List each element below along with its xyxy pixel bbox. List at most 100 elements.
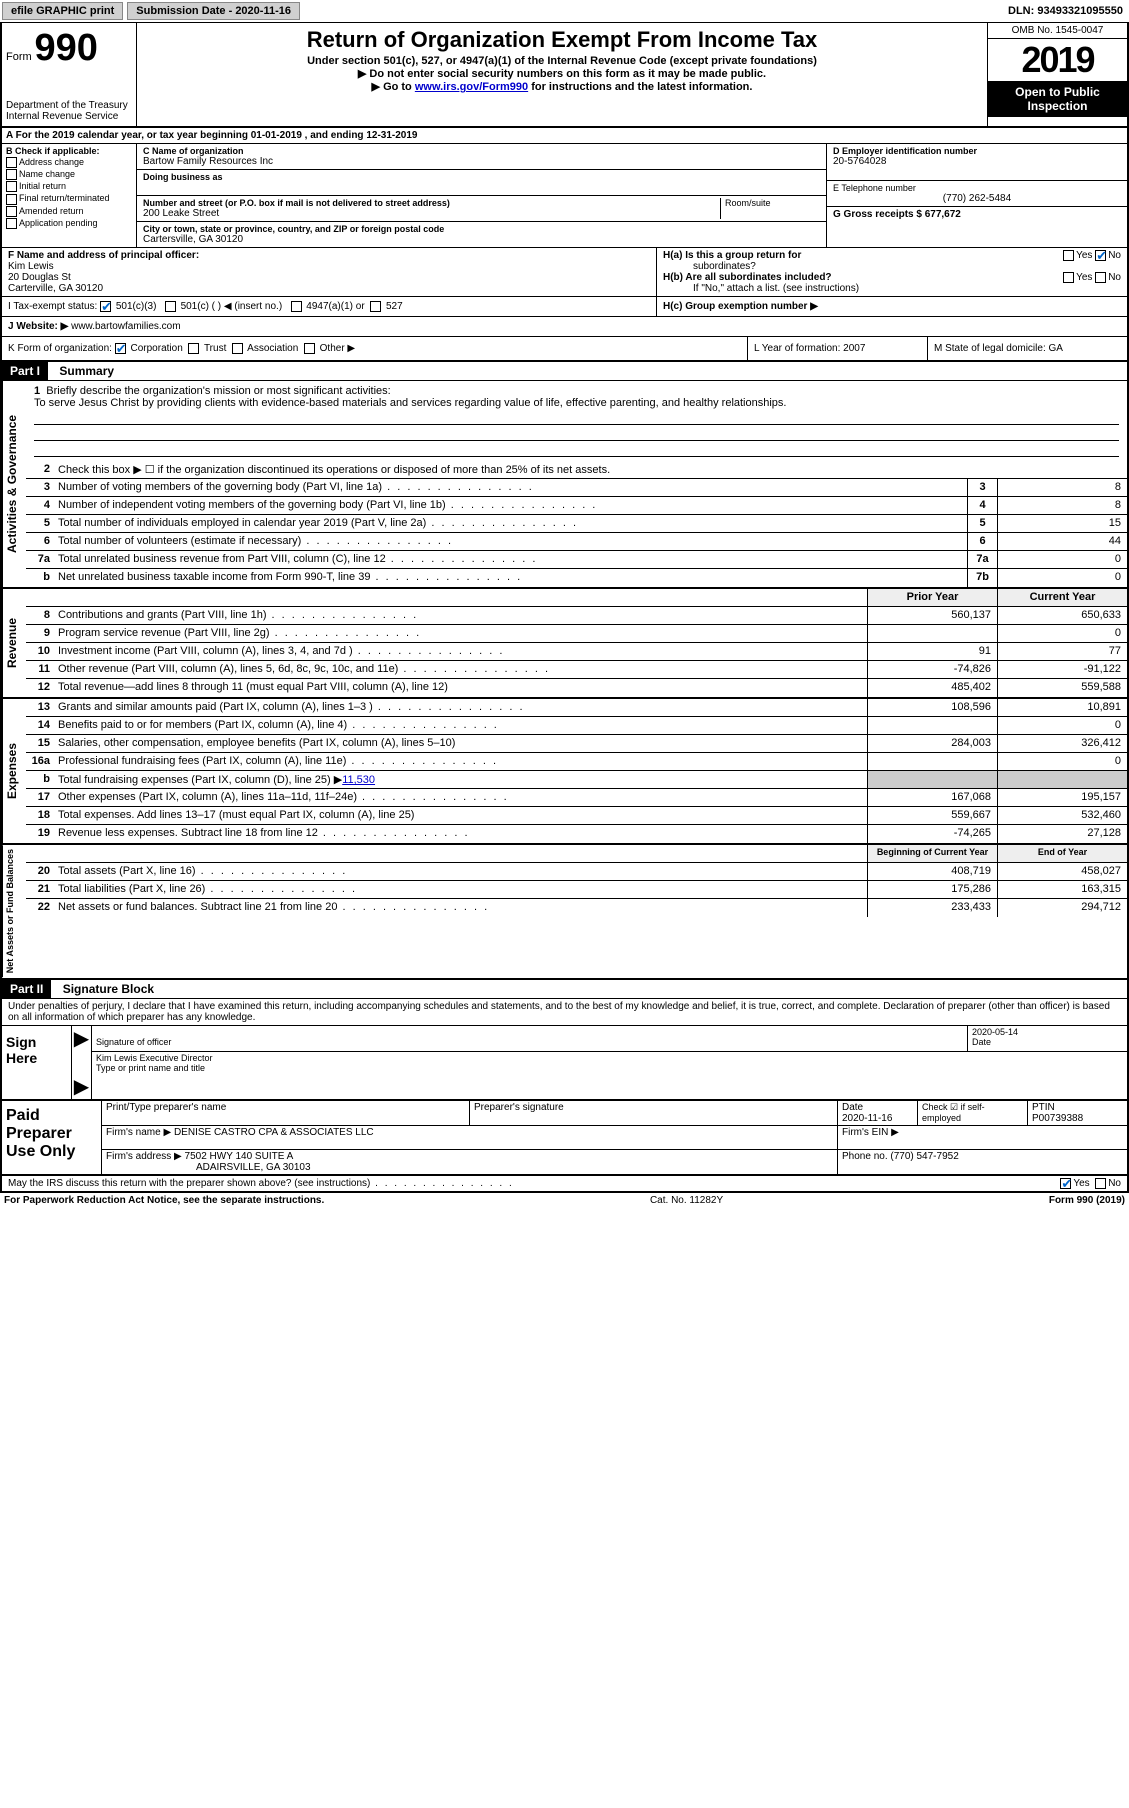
chk-527[interactable] xyxy=(370,301,381,312)
officer-name: Kim Lewis xyxy=(8,261,650,272)
form-header: Form 990 Department of the Treasury Inte… xyxy=(0,23,1129,128)
c10: 77 xyxy=(997,643,1127,660)
c13: 10,891 xyxy=(997,699,1127,716)
type-name-label: Type or print name and title xyxy=(96,1063,205,1073)
check-self[interactable]: Check ☑ if self-employed xyxy=(922,1102,985,1123)
k-assoc: Association xyxy=(247,343,298,354)
part1-title-text: Summary xyxy=(51,364,114,378)
c12: 559,588 xyxy=(997,679,1127,697)
officer-addr1: 20 Douglas St xyxy=(8,272,650,283)
hb-no[interactable]: No xyxy=(1108,272,1121,283)
firm-addr-label: Firm's address ▶ xyxy=(106,1151,182,1162)
pra-notice: For Paperwork Reduction Act Notice, see … xyxy=(4,1195,324,1206)
irs-link[interactable]: www.irs.gov/Form990 xyxy=(415,81,528,93)
page-footer: For Paperwork Reduction Act Notice, see … xyxy=(0,1193,1129,1208)
ha-sub: subordinates? xyxy=(693,261,756,272)
ha-yes[interactable]: Yes xyxy=(1076,250,1092,261)
note2-prefix: ▶ Go to xyxy=(372,81,415,93)
preparer-block: Paid Preparer Use Only Print/Type prepar… xyxy=(0,1101,1129,1176)
chk-trust[interactable] xyxy=(188,343,199,354)
street-label: Number and street (or P.O. box if mail i… xyxy=(143,198,720,208)
line-a: A For the 2019 calendar year, or tax yea… xyxy=(0,128,1129,144)
line12: Total revenue—add lines 8 through 11 (mu… xyxy=(54,679,867,697)
omb-number: OMB No. 1545-0047 xyxy=(988,23,1127,39)
discuss-text: May the IRS discuss this return with the… xyxy=(8,1178,1060,1189)
line11: Other revenue (Part VIII, column (A), li… xyxy=(54,661,867,678)
p12: 485,402 xyxy=(867,679,997,697)
c21: 163,315 xyxy=(997,881,1127,898)
c8: 650,633 xyxy=(997,607,1127,624)
p9 xyxy=(867,625,997,642)
chk-501c[interactable] xyxy=(165,301,176,312)
status-row: I Tax-exempt status: 501(c)(3) 501(c) ( … xyxy=(0,297,1129,317)
p16a xyxy=(867,753,997,770)
klm-row: K Form of organization: Corporation Trus… xyxy=(0,337,1129,362)
firm-phone: Phone no. (770) 547-7952 xyxy=(842,1151,959,1162)
line16a: Professional fundraising fees (Part IX, … xyxy=(54,753,867,770)
chk-corp[interactable] xyxy=(115,343,126,354)
fundraising-link[interactable]: 11,530 xyxy=(342,774,375,786)
street: 200 Leake Street xyxy=(143,208,720,219)
chk-amended[interactable]: Amended return xyxy=(6,206,132,217)
top-toolbar: efile GRAPHIC print Submission Date - 20… xyxy=(0,0,1129,23)
p15: 284,003 xyxy=(867,735,997,752)
ha-no[interactable]: No xyxy=(1108,250,1121,261)
officer-typed-name: Kim Lewis Executive Director xyxy=(96,1053,213,1063)
sig-intro: Under penalties of perjury, I declare th… xyxy=(0,999,1129,1026)
room-label: Room/suite xyxy=(720,198,820,219)
part2-header: Part II xyxy=(2,980,51,998)
chk-501c3[interactable] xyxy=(100,301,111,312)
paid-preparer-label: Paid Preparer Use Only xyxy=(2,1101,102,1174)
prep-date-label: Date xyxy=(842,1102,863,1113)
chk-final-return[interactable]: Final return/terminated xyxy=(6,193,132,204)
submission-date: Submission Date - 2020-11-16 xyxy=(127,2,300,20)
line3: Number of voting members of the governin… xyxy=(54,479,967,496)
p11: -74,826 xyxy=(867,661,997,678)
c11: -91,122 xyxy=(997,661,1127,678)
c9: 0 xyxy=(997,625,1127,642)
tax-year: 2019 xyxy=(988,39,1127,81)
k-other: Other ▶ xyxy=(320,343,355,354)
c22: 294,712 xyxy=(997,899,1127,917)
chk-pending[interactable]: Application pending xyxy=(6,218,132,229)
firm-name: DENISE CASTRO CPA & ASSOCIATES LLC xyxy=(174,1127,374,1138)
dba-label: Doing business as xyxy=(143,172,820,182)
firm-addr2: ADAIRSVILLE, GA 30103 xyxy=(196,1162,311,1173)
hdr-current: Current Year xyxy=(997,589,1127,606)
c19: 27,128 xyxy=(997,825,1127,843)
mission-label: Briefly describe the organization's miss… xyxy=(46,385,390,397)
line19: Revenue less expenses. Subtract line 18 … xyxy=(54,825,867,843)
ein-label: D Employer identification number xyxy=(833,146,1121,156)
i-label: I Tax-exempt status: xyxy=(8,301,97,312)
org-name: Bartow Family Resources Inc xyxy=(143,156,820,167)
line4: Number of independent voting members of … xyxy=(54,497,967,514)
line13: Grants and similar amounts paid (Part IX… xyxy=(54,699,867,716)
form-subtitle: Under section 501(c), 527, or 4947(a)(1)… xyxy=(141,55,983,67)
ptin-label: PTIN xyxy=(1032,1102,1055,1113)
val7a: 0 xyxy=(997,551,1127,568)
efile-print-button[interactable]: efile GRAPHIC print xyxy=(2,2,123,20)
chk-name-change[interactable]: Name change xyxy=(6,169,132,180)
hb-yes[interactable]: Yes xyxy=(1076,272,1092,283)
chk-assoc[interactable] xyxy=(232,343,243,354)
line2: Check this box ▶ ☐ if the organization d… xyxy=(54,461,1127,478)
p19: -74,265 xyxy=(867,825,997,843)
cat-no: Cat. No. 11282Y xyxy=(324,1195,1049,1206)
discuss-no[interactable] xyxy=(1095,1178,1106,1189)
hb-note: If "No," attach a list. (see instruction… xyxy=(693,283,1121,294)
chk-other[interactable] xyxy=(304,343,315,354)
chk-address-change[interactable]: Address change xyxy=(6,157,132,168)
val5: 15 xyxy=(997,515,1127,532)
ein: 20-5764028 xyxy=(833,156,1121,167)
line15: Salaries, other compensation, employee b… xyxy=(54,735,867,752)
line5: Total number of individuals employed in … xyxy=(54,515,967,532)
p17: 167,068 xyxy=(867,789,997,806)
val6: 44 xyxy=(997,533,1127,550)
hdr-eoy: End of Year xyxy=(997,845,1127,862)
discuss-yes[interactable] xyxy=(1060,1178,1071,1189)
irs-label: Internal Revenue Service xyxy=(6,111,132,122)
chk-4947[interactable] xyxy=(291,301,302,312)
prep-date: 2020-11-16 xyxy=(842,1113,892,1124)
c18: 532,460 xyxy=(997,807,1127,824)
chk-initial-return[interactable]: Initial return xyxy=(6,181,132,192)
